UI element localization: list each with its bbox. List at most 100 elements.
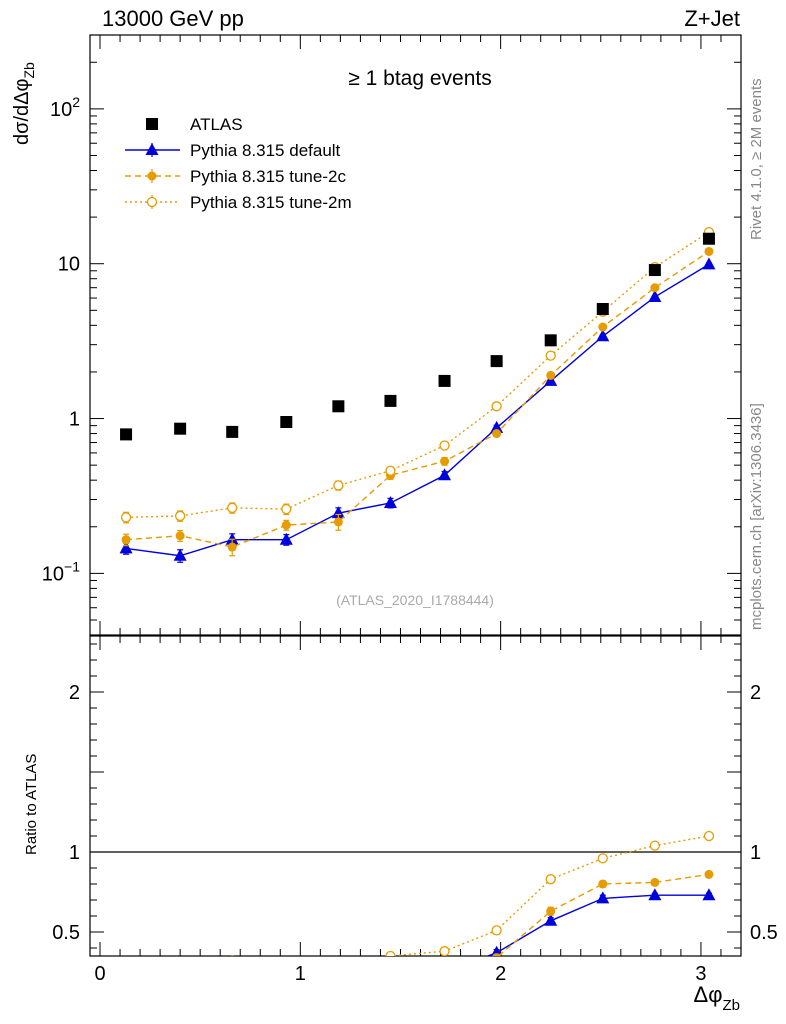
ratio-tick-label: 2 <box>69 682 80 704</box>
upper-data-point <box>119 541 133 554</box>
x-tick-labels: 0 1 2 3 <box>94 963 706 985</box>
upper-data-point <box>281 503 292 515</box>
ratio-data-point <box>650 877 660 887</box>
upper-data-point <box>173 548 187 561</box>
upper-axis-ticks: 10−1 1 10 102 <box>42 34 742 636</box>
analysis-watermark: (ATLAS_2020_I1788444) <box>336 592 494 608</box>
upper-data-point <box>491 401 502 412</box>
x-tick-label: 2 <box>495 963 506 985</box>
ratio-data-point <box>491 925 502 936</box>
ratio-data-point <box>546 906 556 916</box>
ratio-data-point <box>702 888 716 901</box>
y-tick-label: 102 <box>50 94 80 121</box>
x-tick-label: 3 <box>695 963 706 985</box>
upper-series-group <box>119 226 716 563</box>
ratio-data-point <box>491 945 503 956</box>
ratio-tick-label-right: 1 <box>750 842 761 864</box>
x-axis-label: ΔφZb <box>694 982 740 1014</box>
x-tick-label: 1 <box>295 963 306 985</box>
ratio-data-point <box>440 960 449 969</box>
upper-data-point <box>648 264 661 277</box>
ratio-data-point <box>332 973 345 985</box>
ratio-data-point <box>174 981 187 993</box>
ratio-data-point <box>438 965 451 977</box>
ratio-data-point <box>704 869 714 879</box>
ratio-data-point <box>176 976 185 985</box>
upper-data-point <box>120 428 133 441</box>
legend-marker <box>145 143 159 155</box>
ratio-series-group <box>120 830 716 993</box>
ratio-axis-ticks: 0.5 0.5 1 1 2 2 <box>52 636 778 956</box>
y-tick-label: 1 <box>69 409 80 431</box>
upper-series-line <box>126 250 710 548</box>
y-tick-label: 10−1 <box>42 558 80 585</box>
upper-data-point <box>490 355 503 368</box>
upper-data-point <box>440 456 450 466</box>
ratio-data-point <box>230 955 235 956</box>
ratio-data-point <box>122 974 131 983</box>
upper-data-point <box>544 373 558 386</box>
upper-series-line <box>125 263 710 557</box>
upper-data-point <box>174 422 187 435</box>
upper-data-point <box>385 465 396 476</box>
upper-data-point <box>121 535 131 545</box>
upper-data-point <box>120 512 132 523</box>
ratio-tick-label-right: 0.5 <box>750 922 778 944</box>
upper-data-point <box>331 506 345 519</box>
upper-data-point <box>333 517 343 527</box>
ratio-data-point <box>226 973 239 985</box>
upper-data-point <box>702 232 715 245</box>
upper-data-point <box>544 334 557 347</box>
upper-series-line <box>126 231 710 519</box>
upper-data-point <box>598 322 608 332</box>
upper-data-point <box>546 370 556 380</box>
ratio-data-point <box>703 830 715 842</box>
ratio-data-point <box>120 976 133 988</box>
upper-plot-frame <box>89 34 742 636</box>
upper-data-point <box>596 302 609 315</box>
ratio-data-point <box>385 950 396 956</box>
upper-data-point <box>280 415 293 428</box>
ratio-data-point <box>384 970 397 982</box>
upper-data-point <box>596 329 610 342</box>
ratio-data-point <box>282 964 291 973</box>
ratio-data-point <box>544 913 558 926</box>
upper-data-point <box>281 520 291 530</box>
upper-data-point <box>650 283 660 293</box>
ratio-series-line <box>485 894 709 956</box>
upper-data-point <box>545 350 556 361</box>
upper-data-point <box>384 394 397 407</box>
ratio-data-point <box>492 953 501 956</box>
upper-data-point <box>333 480 344 491</box>
upper-data-point <box>226 425 239 438</box>
upper-data-point <box>648 289 662 302</box>
legend-label: Pythia 8.315 tune-2c <box>190 167 346 186</box>
header-process-label: Z+Jet <box>684 6 740 31</box>
legend-marker <box>147 171 157 181</box>
ratio-plot-frame <box>89 635 742 957</box>
ratio-series-line <box>384 835 710 956</box>
ratio-tick-label-right: 2 <box>750 682 761 704</box>
upper-data-point <box>227 542 237 552</box>
ratio-data-point <box>598 879 608 889</box>
upper-data-point <box>702 257 716 270</box>
ratio-data-point <box>648 888 662 901</box>
ratio-data-point <box>439 946 450 956</box>
ratio-data-point <box>122 961 131 970</box>
upper-data-point <box>490 420 504 433</box>
rivet-version-label: Rivet 4.1.0, ≥ 2M events <box>748 78 765 240</box>
mcplots-reference-label: mcplots.cern.ch [arXiv:1306.3436] <box>748 403 765 630</box>
ratio-tick-label: 0.5 <box>52 922 80 944</box>
upper-data-point <box>438 374 451 387</box>
legend-marker <box>146 118 158 130</box>
ratio-data-point <box>597 853 608 864</box>
upper-data-point <box>227 502 238 514</box>
upper-data-point <box>704 246 714 256</box>
ratio-y-axis-label: Ratio to ATLAS <box>23 754 40 855</box>
upper-data-point <box>383 495 397 508</box>
upper-data-point <box>439 440 450 451</box>
upper-data-point <box>332 400 345 413</box>
ratio-data-point <box>596 891 610 904</box>
legend-marker <box>146 196 158 208</box>
